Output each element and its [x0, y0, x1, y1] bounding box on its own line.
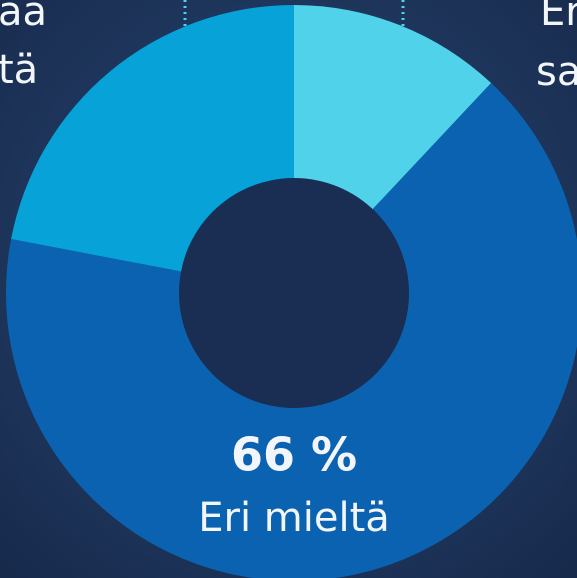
annotation: sa: [536, 49, 577, 95]
value-label: 66 %: [231, 428, 357, 482]
annotation: Er: [540, 0, 577, 35]
annotation: tä: [0, 47, 38, 93]
donut-hole: [179, 178, 409, 408]
category-label: Eri mieltä: [198, 495, 390, 541]
annotation: aa: [0, 0, 47, 35]
